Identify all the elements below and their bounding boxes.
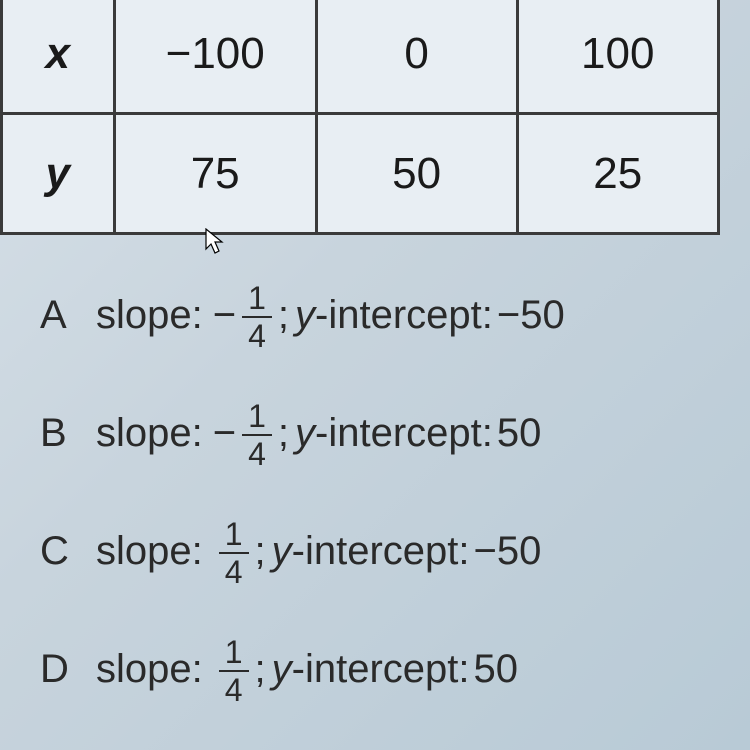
slope-label: slope: bbox=[96, 293, 203, 338]
y-intercept-value: −50 bbox=[474, 529, 542, 574]
table-cell: 0 bbox=[316, 0, 517, 114]
fraction-denominator: 4 bbox=[242, 436, 272, 470]
option-a[interactable]: A slope: − 1 4 ; y-intercept: −50 bbox=[40, 280, 720, 350]
option-letter: D bbox=[40, 647, 96, 692]
option-b[interactable]: B slope: − 1 4 ; y-intercept: 50 bbox=[40, 398, 720, 468]
slope-fraction: 1 4 bbox=[219, 636, 249, 706]
table-row: y 75 50 25 bbox=[2, 114, 719, 234]
y-intercept-value: 50 bbox=[474, 647, 519, 692]
y-intercept-label: y-intercept: bbox=[295, 411, 493, 456]
xy-table: x −100 0 100 y 75 50 25 bbox=[0, 0, 720, 235]
y-intercept-value: 50 bbox=[497, 411, 542, 456]
fraction-numerator: 1 bbox=[242, 282, 272, 318]
fraction-numerator: 1 bbox=[242, 400, 272, 436]
answer-options: A slope: − 1 4 ; y-intercept: −50 B slop… bbox=[40, 280, 720, 750]
fraction-denominator: 4 bbox=[242, 318, 272, 352]
option-d[interactable]: D slope: 1 4 ; y-intercept: 50 bbox=[40, 634, 720, 704]
table-cell: −100 bbox=[114, 0, 316, 114]
option-letter: C bbox=[40, 529, 96, 574]
y-intercept-value: −50 bbox=[497, 293, 565, 338]
y-intercept-label: y-intercept: bbox=[295, 293, 493, 338]
table-cell: 75 bbox=[114, 114, 316, 234]
table-row: x −100 0 100 bbox=[2, 0, 719, 114]
option-letter: B bbox=[40, 411, 96, 456]
fraction-numerator: 1 bbox=[219, 518, 249, 554]
worksheet-page: x −100 0 100 y 75 50 25 A slope: − 1 4 ;… bbox=[0, 0, 750, 750]
semicolon: ; bbox=[278, 293, 289, 338]
fraction-denominator: 4 bbox=[219, 554, 249, 588]
semicolon: ; bbox=[255, 529, 266, 574]
slope-fraction: 1 4 bbox=[242, 400, 272, 470]
slope-label: slope: bbox=[96, 647, 203, 692]
semicolon: ; bbox=[278, 411, 289, 456]
table-cell: 100 bbox=[517, 0, 718, 114]
y-intercept-label: y-intercept: bbox=[272, 529, 470, 574]
slope-fraction: 1 4 bbox=[242, 282, 272, 352]
fraction-numerator: 1 bbox=[219, 636, 249, 672]
option-letter: A bbox=[40, 293, 96, 338]
table-cell: 50 bbox=[316, 114, 517, 234]
row-header-x: x bbox=[2, 0, 115, 114]
table-cell: 25 bbox=[517, 114, 718, 234]
option-c[interactable]: C slope: 1 4 ; y-intercept: −50 bbox=[40, 516, 720, 586]
slope-label: slope: bbox=[96, 529, 203, 574]
fraction-denominator: 4 bbox=[219, 672, 249, 706]
y-intercept-label: y-intercept: bbox=[272, 647, 470, 692]
row-header-y: y bbox=[2, 114, 115, 234]
negative-sign: − bbox=[213, 293, 236, 338]
slope-label: slope: bbox=[96, 411, 203, 456]
slope-fraction: 1 4 bbox=[219, 518, 249, 588]
negative-sign: − bbox=[213, 411, 236, 456]
semicolon: ; bbox=[255, 647, 266, 692]
